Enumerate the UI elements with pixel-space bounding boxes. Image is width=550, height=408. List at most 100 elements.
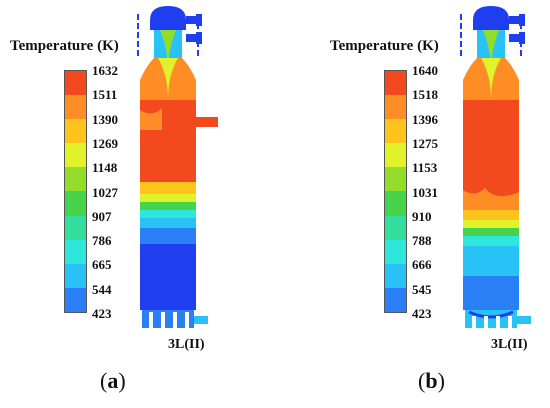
contour-band (463, 236, 519, 246)
leg-gap (173, 312, 177, 328)
flame-plume (158, 58, 178, 100)
color-bin (65, 143, 86, 168)
flame-core (160, 30, 176, 70)
tick-label: 1027 (92, 184, 118, 200)
color-scale-bar (384, 70, 407, 313)
nozzle (196, 32, 202, 44)
nozzle (519, 14, 525, 26)
leg-gap (472, 316, 476, 328)
tick-label: 1390 (92, 111, 118, 127)
contour-band (463, 228, 519, 236)
panel-b: Temperature (K) 1640 1518 1396 1275 1153… (275, 0, 550, 408)
color-bin (385, 143, 406, 168)
color-bin (385, 167, 406, 192)
device-label: 3L(II) (168, 337, 205, 352)
tick-label: 1518 (412, 87, 438, 103)
bottom-leg (142, 310, 194, 328)
color-bin (385, 215, 406, 240)
tick-label: 665 (92, 257, 112, 273)
tick-label: 1031 (412, 184, 438, 200)
tick-labels: 1640 1518 1396 1275 1153 1031 910 788 66… (412, 64, 462, 322)
contour-band (140, 218, 196, 228)
tick-label: 910 (412, 208, 432, 224)
contour-band (140, 210, 196, 218)
side-outlet (196, 117, 218, 127)
nozzle (509, 16, 523, 24)
tick-label: 1632 (92, 63, 118, 78)
color-bin (385, 263, 406, 288)
bottom-curve (468, 310, 514, 319)
flame-core (483, 30, 499, 70)
nozzle (186, 34, 200, 42)
tick-label: 907 (92, 208, 112, 224)
tick-label: 788 (412, 233, 432, 249)
color-bin (65, 215, 86, 240)
panel-letter: (b) (418, 368, 445, 393)
legend-title: Temperature (K) (10, 38, 119, 54)
panel-a: Temperature (K) 1632 1511 1390 1269 1148… (10, 6, 218, 393)
contour-band (463, 188, 519, 210)
color-bin (385, 71, 406, 96)
furnace-top-dome (150, 6, 186, 30)
contour-band (463, 100, 519, 210)
contour-band (463, 246, 519, 276)
flame-plume (481, 58, 501, 100)
tick-label: 1396 (412, 111, 438, 127)
contour-band (463, 276, 519, 310)
furnace-temperature-contour (460, 6, 531, 328)
leg-gap (149, 312, 153, 328)
color-bin (65, 263, 86, 288)
contour-band (140, 244, 196, 310)
tick-label: 1275 (412, 135, 438, 151)
leg-gap (484, 316, 488, 328)
furnace-temperature-contour (137, 6, 218, 328)
nozzle (186, 16, 200, 24)
contour-band (463, 210, 519, 220)
color-bin (385, 119, 406, 144)
tick-labels: 1632 1511 1390 1269 1148 1027 907 786 66… (92, 64, 142, 322)
color-scale-bar (64, 70, 87, 313)
contour-band (140, 202, 196, 210)
leg-gap (496, 316, 500, 328)
tick-label: 1511 (92, 87, 118, 103)
tick-label: 423 (412, 306, 432, 321)
leg-gap (185, 312, 189, 328)
contour-band (140, 228, 196, 244)
color-bin (65, 71, 86, 96)
color-bin (65, 95, 86, 120)
tick-label: 1269 (92, 135, 118, 151)
color-bin (385, 95, 406, 120)
contour-band (140, 108, 162, 130)
nozzle (519, 32, 525, 44)
tick-label: 1153 (412, 160, 438, 176)
contour-band (140, 182, 196, 194)
tick-label: 1640 (412, 63, 438, 78)
color-bin (65, 119, 86, 144)
tick-label: 423 (92, 306, 112, 321)
contour-band (463, 220, 519, 228)
tick-label: 544 (92, 281, 112, 297)
bottom-outlet (517, 316, 531, 324)
nozzle (509, 34, 523, 42)
nozzle (196, 14, 202, 26)
contour-band (140, 100, 196, 182)
contour-band (140, 194, 196, 202)
color-bin (385, 287, 406, 312)
color-bin (385, 191, 406, 216)
color-bin (65, 239, 86, 264)
color-bin (65, 287, 86, 312)
tick-label: 1148 (92, 160, 118, 176)
leg-gap (161, 312, 165, 328)
panel-letter: (a) (100, 368, 126, 393)
color-bin (65, 167, 86, 192)
tick-label: 666 (412, 257, 432, 273)
color-bin (65, 191, 86, 216)
bottom-outlet (194, 316, 208, 324)
device-label: 3L(II) (491, 337, 528, 352)
tick-label: 545 (412, 281, 432, 297)
tick-label: 786 (92, 233, 112, 249)
color-bin (385, 239, 406, 264)
legend-title: Temperature (K) (330, 38, 439, 54)
leg-gap (508, 316, 512, 328)
furnace-top-dome (473, 6, 509, 30)
